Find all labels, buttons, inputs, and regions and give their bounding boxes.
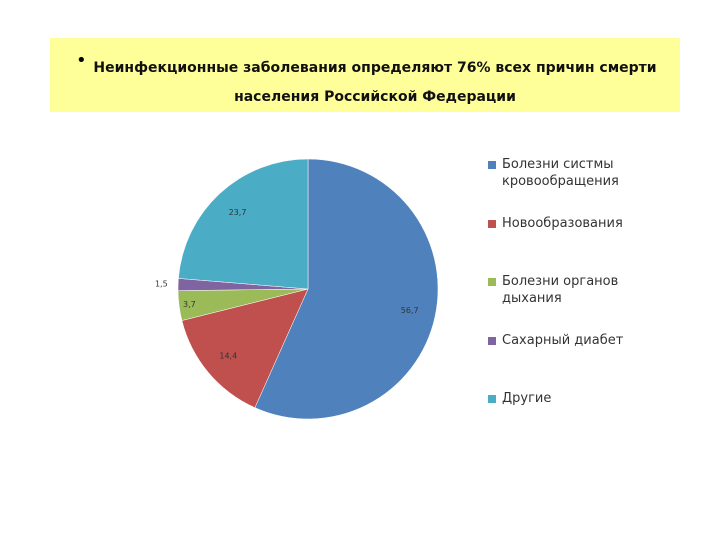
data-label: 1,5 xyxy=(155,280,168,289)
legend-label: Новообразования xyxy=(502,215,623,231)
chart-title: Неинфекционные заболевания определяют 76… xyxy=(93,60,657,105)
bullet: • xyxy=(76,50,87,71)
title-box: • Неинфекционные заболевания определяют … xyxy=(50,38,680,112)
legend-label: Сахарный диабет xyxy=(502,332,624,348)
legend-label: Болезни систмы кровообращения xyxy=(502,157,619,189)
pie-slice xyxy=(254,158,439,420)
legend-item: Другие xyxy=(488,390,551,407)
legend-swatch xyxy=(488,336,496,345)
legend-item: Новообразования xyxy=(488,215,623,232)
legend-swatch xyxy=(488,278,496,286)
legend-label: Другие xyxy=(502,391,552,406)
data-label: 23,7 xyxy=(229,208,247,217)
legend-swatch xyxy=(488,219,496,228)
pie-slice xyxy=(181,288,309,408)
data-label: 14,4 xyxy=(219,351,237,360)
legend-item: Болезни систмы кровообращения xyxy=(488,156,648,190)
data-label: 3,7 xyxy=(183,300,196,309)
legend-item: Сахарный диабет xyxy=(488,332,623,349)
data-label: 56,7 xyxy=(401,306,419,315)
legend-swatch xyxy=(488,395,496,403)
legend-item: Болезни органов дыхания xyxy=(488,273,648,307)
legend-label: Болезни органов дыхания xyxy=(502,274,619,306)
pie-slice xyxy=(178,158,309,290)
legend-swatch xyxy=(488,161,496,169)
